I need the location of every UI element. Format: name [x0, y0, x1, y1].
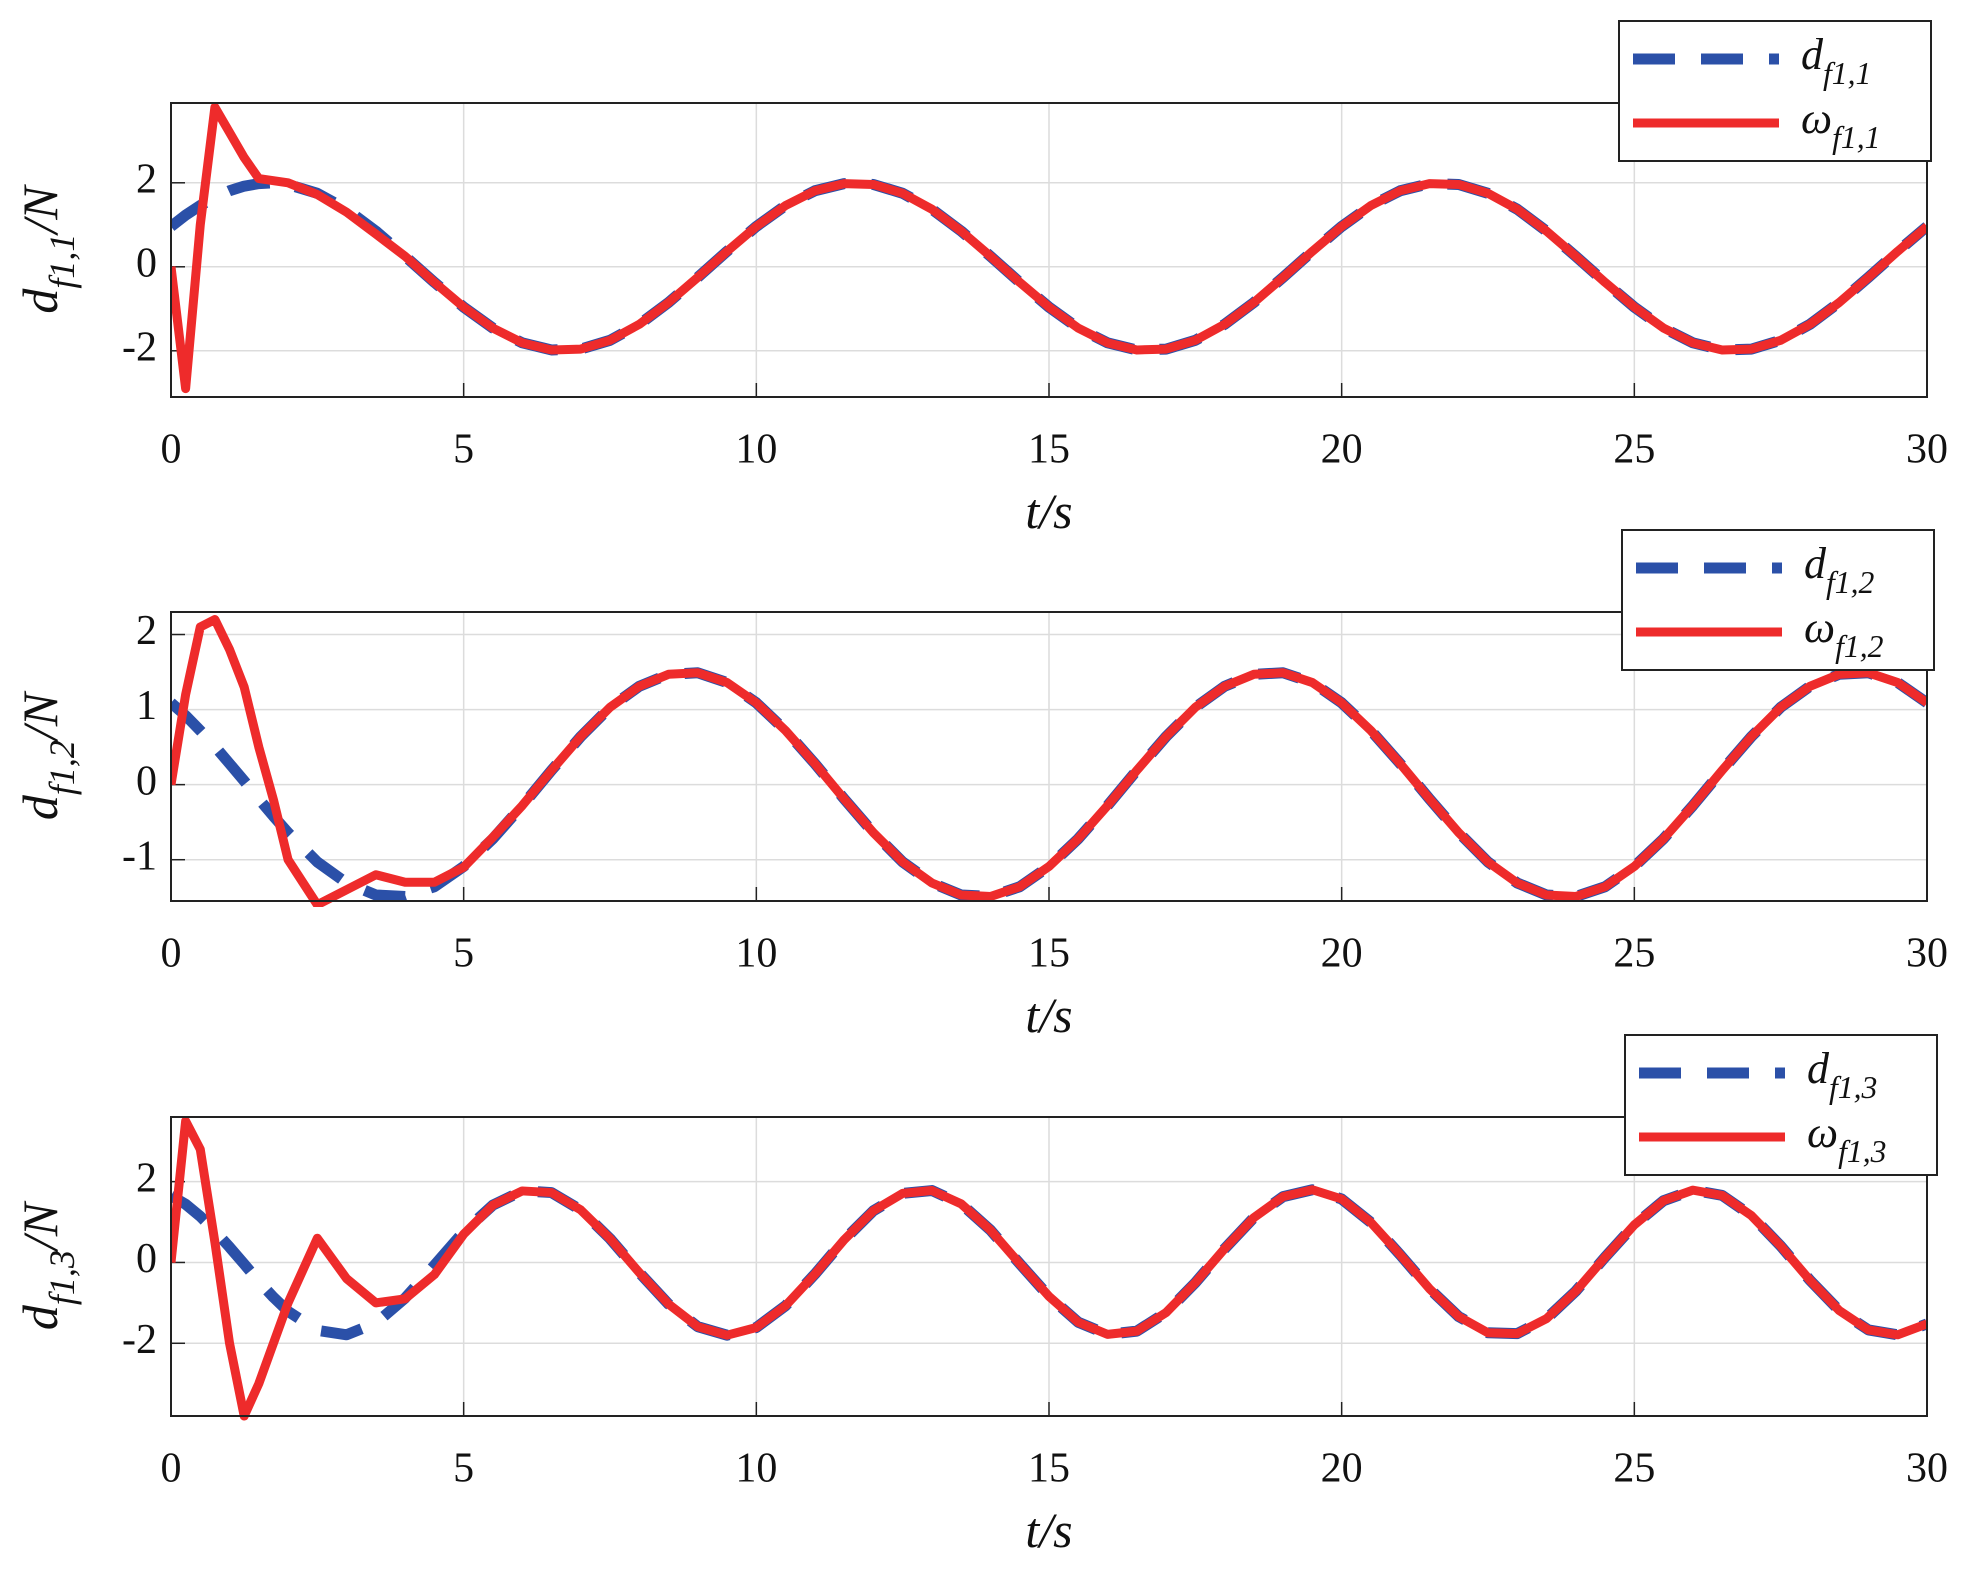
- x-tick-label: 0: [161, 931, 182, 977]
- y-tick-label: -1: [122, 833, 157, 879]
- x-tick-label: 15: [1028, 931, 1070, 977]
- legend-label: df1,2: [1804, 539, 1875, 600]
- series-line: [171, 102, 1927, 394]
- x-tick-label: 25: [1613, 1446, 1655, 1492]
- x-tick-label: 10: [735, 931, 777, 977]
- axes-frame: [170, 611, 1928, 902]
- x-tick-label: 5: [453, 1446, 474, 1492]
- y-tick-label: -2: [122, 1317, 157, 1363]
- x-tick-label: 0: [161, 1446, 182, 1492]
- legend-label: ωf1,2: [1804, 603, 1884, 664]
- x-tick-label: 5: [453, 931, 474, 977]
- axes-frame: [170, 102, 1928, 398]
- series-group: [171, 615, 1927, 907]
- series-group: [171, 1116, 1927, 1421]
- series-group: [171, 102, 1927, 394]
- legend-label: ωf1,1: [1801, 94, 1880, 155]
- y-tick-label: 2: [136, 156, 157, 202]
- series-line: [171, 1116, 1927, 1421]
- x-tick-label: 20: [1321, 931, 1363, 977]
- y-axis-label: df1,3/N: [12, 1200, 82, 1330]
- x-axis-label: t/s: [1025, 987, 1072, 1043]
- x-tick-label: 5: [453, 427, 474, 473]
- legend-box: [1624, 1034, 1938, 1176]
- x-tick-label: 30: [1906, 427, 1948, 473]
- x-tick-label: 10: [735, 427, 777, 473]
- y-tick-label: 0: [136, 1236, 157, 1282]
- y-axis-label: df1,2/N: [12, 690, 82, 820]
- x-tick-label: 30: [1906, 931, 1948, 977]
- y-tick-label: 2: [136, 608, 157, 654]
- x-tick-label: 30: [1906, 1446, 1948, 1492]
- axes-frame: [170, 1116, 1928, 1417]
- y-tick-label: 0: [136, 240, 157, 286]
- x-tick-label: 20: [1321, 1446, 1363, 1492]
- x-axis-label: t/s: [1025, 1502, 1072, 1558]
- legend-box: [1621, 529, 1935, 671]
- x-tick-label: 0: [161, 427, 182, 473]
- legend-label: df1,1: [1801, 30, 1871, 91]
- y-tick-label: -2: [122, 324, 157, 370]
- x-tick-label: 20: [1321, 427, 1363, 473]
- x-axis-label: t/s: [1025, 483, 1072, 539]
- legend-label: ωf1,3: [1807, 1108, 1886, 1169]
- legend-label: df1,3: [1807, 1044, 1877, 1105]
- legend-box: [1618, 20, 1932, 162]
- x-tick-label: 25: [1613, 427, 1655, 473]
- y-axis-label: df1,1/N: [12, 184, 82, 314]
- x-tick-label: 10: [735, 1446, 777, 1492]
- y-tick-label: 1: [136, 683, 157, 729]
- y-tick-label: 0: [136, 758, 157, 804]
- x-tick-label: 15: [1028, 427, 1070, 473]
- x-tick-label: 15: [1028, 1446, 1070, 1492]
- y-tick-label: 2: [136, 1155, 157, 1201]
- x-tick-label: 25: [1613, 931, 1655, 977]
- series-line: [171, 615, 1927, 907]
